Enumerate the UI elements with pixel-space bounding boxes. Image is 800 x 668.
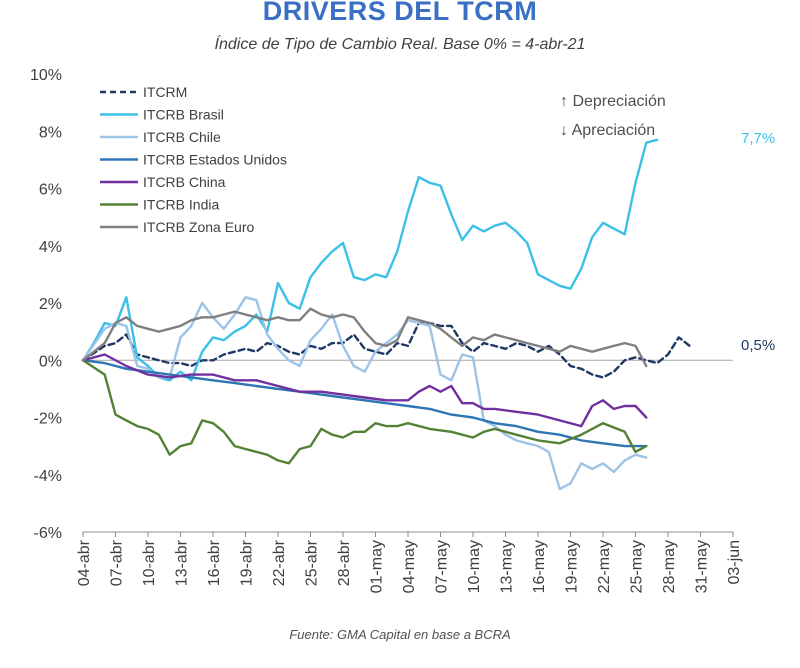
x-tick-label: 10-may bbox=[466, 540, 483, 593]
y-tick-label: -6% bbox=[34, 525, 62, 542]
chart-subtitle: Índice de Tipo de Cambio Real. Base 0% =… bbox=[214, 36, 586, 53]
chart-title: DRIVERS DEL TCRM bbox=[262, 0, 538, 26]
y-tick-label: 0% bbox=[39, 353, 62, 370]
x-tick-label: 19-abr bbox=[239, 539, 256, 586]
end-label-itcrm: 0,5% bbox=[741, 337, 775, 354]
source-note: Fuente: GMA Capital en base a BCRA bbox=[289, 627, 511, 642]
x-tick-label: 25-may bbox=[629, 540, 646, 593]
y-tick-label: 4% bbox=[39, 239, 62, 256]
x-tick-label: 07-may bbox=[434, 540, 451, 593]
x-tick-label: 13-may bbox=[499, 540, 516, 593]
legend: ITCRM ITCRB Brasil ITCRB Chile ITCRB Estado… bbox=[100, 84, 287, 235]
x-tick-label: 04-abr bbox=[76, 539, 93, 586]
x-tick-label: 25-abr bbox=[304, 539, 321, 586]
x-tick-label: 19-may bbox=[564, 540, 581, 593]
x-tick-label: 31-may bbox=[694, 540, 711, 593]
legend-label: ITCRB China bbox=[143, 174, 226, 190]
y-tick-label: -4% bbox=[34, 468, 62, 485]
y-tick-label: 6% bbox=[39, 182, 62, 199]
x-tick-label: 07-abr bbox=[109, 539, 126, 586]
x-tick-label: 28-abr bbox=[336, 539, 353, 586]
annotation-depreciacion: ↑ Depreciación bbox=[560, 93, 666, 110]
series-line-itcrb-china bbox=[81, 353, 648, 428]
y-tick-label: 2% bbox=[39, 296, 62, 313]
x-tick-label: 04-may bbox=[401, 540, 418, 593]
x-tick-label: 16-abr bbox=[206, 539, 223, 586]
legend-label: ITCRB India bbox=[143, 197, 219, 213]
series-lines bbox=[81, 138, 691, 491]
legend-label: ITCRB Chile bbox=[143, 129, 221, 145]
legend-label: ITCRM bbox=[143, 84, 187, 100]
x-tick-label: 22-abr bbox=[271, 539, 288, 586]
y-tick-label: -2% bbox=[34, 411, 62, 428]
x-axis: 04-abr 07-abr 10-abr 13-abr 16-abr 19-abr 22-a… bbox=[76, 531, 743, 593]
legend-label: ITCRB Zona Euro bbox=[143, 219, 254, 235]
x-tick-label: 16-may bbox=[531, 540, 548, 593]
end-label-brasil: 7,7% bbox=[741, 130, 775, 147]
annotation-apreciacion: ↓ Apreciación bbox=[560, 122, 655, 139]
x-tick-label: 13-abr bbox=[174, 539, 191, 586]
x-tick-label: 22-may bbox=[596, 540, 613, 593]
series-line-itcrb-estados-unidos bbox=[81, 359, 648, 448]
x-tick-label: 10-abr bbox=[141, 539, 158, 586]
series-line-itcrb-chile bbox=[81, 296, 648, 491]
x-tick-label: 28-may bbox=[661, 540, 678, 593]
series-line-itcrb-zona-euro bbox=[81, 307, 648, 368]
series-line-itcrb-brasil bbox=[81, 138, 659, 382]
legend-label: ITCRB Brasil bbox=[143, 107, 224, 123]
y-tick-label: 8% bbox=[39, 124, 62, 141]
series-line-itcrm bbox=[81, 321, 691, 379]
legend-label: ITCRB Estados Unidos bbox=[143, 152, 287, 168]
x-tick-label: 03-jun bbox=[726, 540, 743, 584]
y-axis: -6% -4% -2% 0% 2% 4% 6% 8% 10% bbox=[30, 67, 62, 542]
series-line-itcrb-india bbox=[81, 359, 648, 465]
x-tick-label: 01-may bbox=[369, 540, 386, 593]
y-tick-label: 10% bbox=[30, 67, 62, 84]
